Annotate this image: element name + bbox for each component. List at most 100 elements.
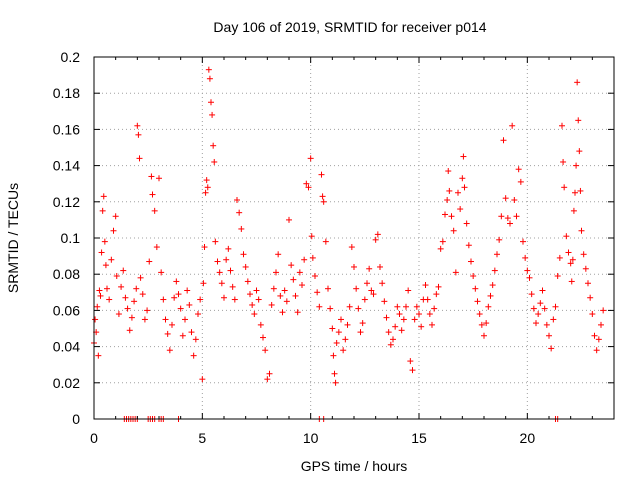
data-point [573, 162, 580, 169]
data-point [173, 278, 180, 285]
data-point [600, 307, 607, 314]
data-point [240, 251, 247, 258]
data-point [333, 339, 340, 346]
data-point [120, 267, 127, 274]
data-point [146, 258, 153, 265]
y-axis-label: SRMTID / TECUs [5, 183, 21, 293]
data-point [569, 256, 576, 263]
y-tick-label: 0.2 [61, 49, 81, 65]
data-point [136, 155, 143, 162]
data-point [504, 215, 511, 222]
data-point [580, 251, 587, 258]
data-point [95, 352, 102, 359]
data-point [556, 254, 563, 261]
data-point [281, 287, 288, 294]
data-point [283, 298, 290, 305]
data-point [487, 292, 494, 299]
data-point [496, 236, 503, 243]
data-point [104, 285, 110, 292]
data-point [377, 263, 383, 270]
data-point [392, 323, 399, 330]
data-point [507, 220, 513, 227]
data-point [97, 292, 104, 299]
data-point [560, 158, 567, 165]
x-tick-label: 5 [198, 430, 206, 446]
data-point [223, 256, 230, 263]
data-point [156, 175, 162, 182]
data-point [381, 298, 388, 305]
data-point [131, 298, 138, 305]
data-point [208, 99, 214, 106]
data-point [348, 244, 355, 251]
data-point [133, 285, 140, 292]
data-point [316, 303, 323, 310]
data-point [561, 184, 568, 191]
data-point [122, 294, 129, 301]
data-point [489, 282, 496, 289]
data-point [201, 244, 208, 251]
data-point [559, 122, 565, 129]
data-point [578, 227, 585, 234]
data-point [188, 329, 195, 336]
data-point [279, 309, 286, 316]
data-point [353, 285, 360, 292]
data-point [595, 336, 602, 343]
y-tick-label: 0.14 [53, 158, 80, 174]
y-tick-label: 0.08 [53, 266, 80, 282]
data-point [472, 285, 479, 292]
data-point [332, 379, 339, 386]
data-point [190, 352, 197, 359]
data-point [255, 296, 262, 303]
data-point [355, 305, 362, 312]
data-point [234, 196, 240, 203]
data-point [169, 321, 175, 328]
data-point [113, 273, 120, 280]
data-point [587, 294, 594, 301]
data-point [374, 231, 381, 238]
data-point [546, 332, 552, 339]
data-point [452, 269, 459, 276]
data-point [308, 233, 315, 240]
data-point [115, 311, 122, 318]
data-point [429, 321, 435, 328]
data-point [290, 276, 297, 283]
data-point [325, 285, 331, 292]
data-point [409, 367, 416, 374]
data-point [442, 211, 448, 218]
data-point [528, 291, 535, 298]
data-point [439, 238, 446, 245]
data-point [416, 311, 422, 318]
data-point [379, 280, 386, 287]
data-point [526, 274, 533, 281]
data-point [574, 79, 581, 86]
data-point [312, 273, 318, 280]
data-point [346, 303, 353, 310]
data-point [387, 341, 394, 348]
data-point [445, 168, 452, 175]
data-point [273, 269, 279, 276]
data-point [372, 236, 379, 243]
data-point [242, 263, 249, 270]
data-point [197, 296, 204, 303]
data-point [128, 314, 135, 321]
data-point [205, 66, 212, 73]
data-point [364, 280, 370, 287]
data-point [203, 177, 210, 184]
data-point [99, 207, 106, 214]
data-point [227, 267, 234, 274]
data-point [257, 321, 264, 328]
y-tick-label: 0.12 [53, 194, 80, 210]
data-point [247, 291, 253, 298]
data-point [450, 227, 457, 234]
data-point [530, 305, 537, 312]
data-point [231, 296, 238, 303]
data-point [533, 320, 539, 327]
data-points [91, 66, 607, 422]
data-point [216, 269, 223, 276]
data-point [305, 184, 312, 191]
data-point [102, 262, 109, 269]
y-tick-label: 0.06 [53, 302, 80, 318]
data-point [329, 325, 336, 332]
data-point [394, 303, 401, 310]
data-point [175, 291, 182, 298]
